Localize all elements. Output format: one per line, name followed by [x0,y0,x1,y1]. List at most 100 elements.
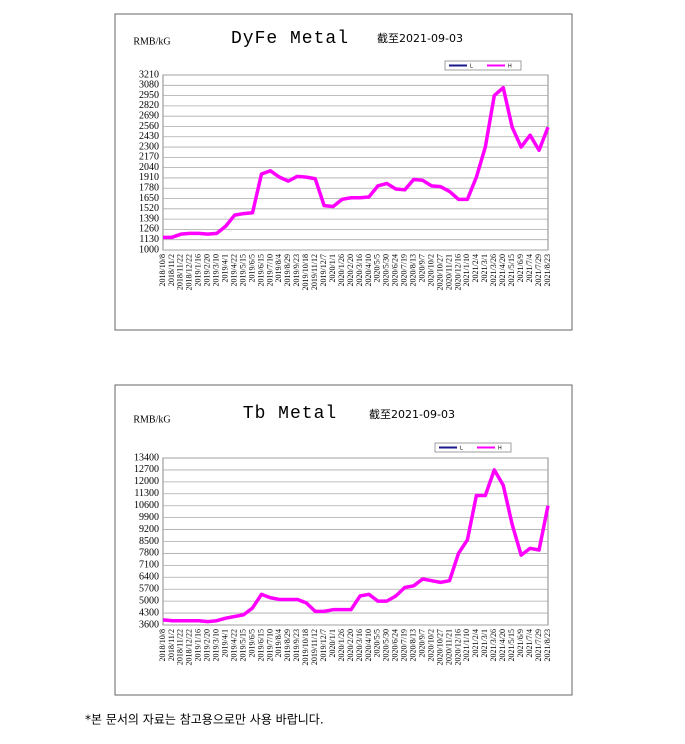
x-tick-label: 2019/1/16 [194,254,203,286]
x-tick-label: 2021/7/4 [525,629,534,657]
x-tick-label: 2021/8/23 [543,254,552,286]
x-tick-label: 2019/12/7 [319,629,328,661]
y-tick-label: 3600 [139,619,159,630]
x-tick-label: 2019/2/20 [203,254,212,286]
x-tick-label: 2021/5/15 [507,254,516,286]
x-tick-label: 2019/10/18 [301,629,310,665]
legend-label: L [460,446,463,452]
x-tick-label: 2021/6/9 [516,629,525,657]
chart-title: DyFe Metal [231,29,349,49]
y-tick-label: 13400 [134,452,159,463]
x-tick-label: 2019/5/15 [238,254,247,286]
x-tick-label: 2021/3/26 [489,254,498,286]
x-tick-label: 2020/10/27 [435,629,444,665]
x-tick-label: 2020/2/20 [346,629,355,661]
chart-subtitle: 截至2021-09-03 [369,407,455,421]
x-tick-label: 2021/2/4 [471,629,480,657]
x-tick-label: 2021/8/23 [543,629,552,661]
x-tick-label: 2020/9/7 [417,254,426,282]
x-tick-label: 2018/11/2 [167,254,176,286]
x-tick-label: 2020/9/7 [417,629,426,657]
x-tick-label: 2021/3/26 [489,629,498,661]
series-line [163,85,550,240]
y-tick-label: 2170 [139,152,159,163]
x-tick-label: 2021/1/10 [462,254,471,286]
y-tick-label: 10600 [134,500,159,511]
x-tick-label: 2021/7/4 [525,254,534,282]
x-tick-label: 2021/5/15 [507,629,516,661]
x-tick-label: 2020/7/19 [400,629,409,661]
plot-area [162,74,549,251]
x-tick-label: 2020/10/2 [426,254,435,286]
x-tick-label: 2020/11/21 [444,254,453,290]
x-tick-label: 2019/3/10 [212,629,221,661]
x-tick-label: 2019/8/29 [283,254,292,286]
y-tick-label: 1650 [139,193,159,204]
x-tick-label: 2018/12/22 [185,254,194,290]
y-tick-label: 5000 [139,595,159,606]
legend-label: H [498,446,502,452]
x-tick-label: 2019/6/5 [247,629,256,657]
legend-label: H [508,64,512,70]
x-tick-label: 2020/5/5 [373,254,382,282]
y-tick-label: 1910 [139,172,159,183]
y-tick-label: 1780 [139,183,159,194]
x-tick-label: 2019/6/15 [256,629,265,661]
y-tick-label: 8500 [139,536,159,547]
y-tick-label: 1130 [139,234,159,245]
y-tick-label: 12700 [134,464,159,475]
x-tick-label: 2019/8/4 [274,254,283,282]
x-tick-label: 2019/5/15 [238,629,247,661]
y-tick-label: 2040 [139,162,159,173]
legend-box [434,442,512,453]
x-tick-label: 2020/6/24 [391,629,400,661]
y-tick-label: 7100 [139,560,159,571]
x-tick-label: 2018/10/8 [158,254,167,286]
y-axis-label: RMB/kG [133,414,170,425]
y-tick-label: 1520 [139,203,159,214]
x-tick-label: 2019/12/7 [319,254,328,286]
x-tick-label: 2019/1/16 [194,629,203,661]
x-tick-label: 2018/11/22 [176,254,185,290]
y-tick-label: 1000 [139,244,159,255]
x-tick-label: 2020/10/27 [435,254,444,290]
series-line [162,468,550,624]
x-tick-label: 2020/11/21 [444,629,453,665]
x-tick-label: 2019/2/20 [203,629,212,661]
y-tick-label: 1390 [139,213,159,224]
x-tick-label: 2020/5/30 [382,254,391,286]
x-tick-label: 2020/12/16 [453,629,462,665]
y-axis-label: RMB/kG [133,36,170,47]
chart-subtitle: 截至2021-09-03 [377,31,463,45]
x-tick-label: 2021/4/20 [498,629,507,661]
x-tick-label: 2020/1/26 [337,629,346,661]
x-tick-label: 2019/4/22 [229,254,238,286]
x-tick-label: 2019/9/23 [292,629,301,661]
x-tick-label: 2020/10/2 [426,629,435,661]
y-tick-label: 7800 [139,548,159,559]
y-tick-label: 3210 [139,69,159,80]
x-tick-label: 2020/5/5 [373,629,382,657]
y-tick-label: 9200 [139,524,159,535]
legend-label: L [470,64,473,70]
x-tick-label: 2018/11/22 [176,629,185,665]
x-tick-label: 2020/3/16 [355,254,364,286]
x-tick-label: 2021/4/20 [498,254,507,286]
y-tick-label: 11300 [134,488,159,499]
y-tick-label: 3080 [139,80,159,91]
x-tick-label: 2020/5/30 [382,629,391,661]
x-tick-label: 2019/9/23 [292,254,301,286]
y-tick-label: 6400 [139,572,159,583]
x-tick-label: 2019/10/18 [301,254,310,290]
y-tick-label: 2430 [139,131,159,142]
x-tick-label: 2021/2/4 [471,254,480,282]
y-tick-label: 2300 [139,141,159,152]
x-tick-label: 2018/10/8 [158,629,167,661]
x-tick-label: 2019/4/1 [221,254,230,282]
x-tick-label: 2019/4/22 [229,629,238,661]
legend-box [444,60,522,71]
x-tick-label: 2020/12/16 [453,254,462,290]
x-tick-label: 2019/6/15 [256,254,265,286]
x-tick-label: 2019/8/29 [283,629,292,661]
